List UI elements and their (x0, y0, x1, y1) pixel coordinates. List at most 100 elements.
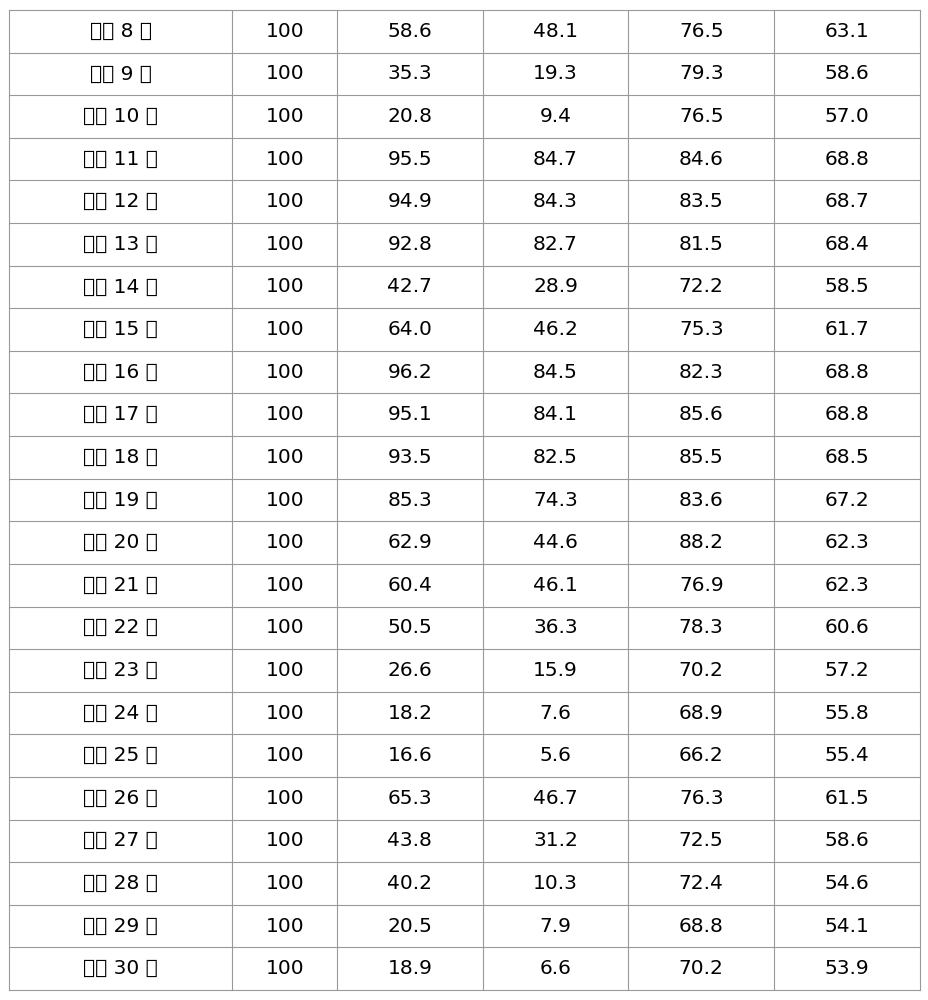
Text: 76.5: 76.5 (678, 107, 723, 126)
Text: 62.3: 62.3 (824, 533, 869, 552)
Text: 93.5: 93.5 (387, 448, 432, 467)
Text: 31.2: 31.2 (533, 831, 577, 850)
Text: 66.2: 66.2 (678, 746, 723, 765)
Text: 46.1: 46.1 (533, 576, 577, 595)
Text: 100: 100 (265, 661, 303, 680)
Text: 85.5: 85.5 (678, 448, 723, 467)
Text: 40.2: 40.2 (387, 874, 432, 893)
Text: 19.3: 19.3 (533, 64, 577, 83)
Text: 100: 100 (265, 277, 303, 296)
Text: 48.1: 48.1 (533, 22, 577, 41)
Text: 64.0: 64.0 (387, 320, 432, 339)
Text: 79.3: 79.3 (678, 64, 723, 83)
Text: 100: 100 (265, 64, 303, 83)
Text: 混剪 22 号: 混剪 22 号 (84, 618, 158, 637)
Text: 63.1: 63.1 (824, 22, 869, 41)
Text: 100: 100 (265, 789, 303, 808)
Text: 68.4: 68.4 (823, 235, 869, 254)
Text: 58.5: 58.5 (824, 277, 869, 296)
Text: 混剪 30 号: 混剪 30 号 (84, 959, 158, 978)
Text: 68.8: 68.8 (823, 363, 869, 382)
Text: 混剪 14 号: 混剪 14 号 (84, 277, 158, 296)
Text: 82.3: 82.3 (678, 363, 723, 382)
Text: 84.3: 84.3 (533, 192, 577, 211)
Text: 100: 100 (265, 831, 303, 850)
Text: 100: 100 (265, 320, 303, 339)
Text: 82.7: 82.7 (533, 235, 577, 254)
Text: 60.6: 60.6 (824, 618, 869, 637)
Text: 100: 100 (265, 618, 303, 637)
Text: 76.3: 76.3 (678, 789, 723, 808)
Text: 50.5: 50.5 (387, 618, 432, 637)
Text: 43.8: 43.8 (387, 831, 432, 850)
Text: 100: 100 (265, 704, 303, 723)
Text: 96.2: 96.2 (387, 363, 432, 382)
Text: 混剪 24 号: 混剪 24 号 (84, 704, 158, 723)
Text: 61.7: 61.7 (824, 320, 869, 339)
Text: 94.9: 94.9 (387, 192, 432, 211)
Text: 85.3: 85.3 (387, 490, 432, 510)
Text: 混剪 11 号: 混剪 11 号 (84, 150, 158, 169)
Text: 84.6: 84.6 (678, 150, 723, 169)
Text: 58.6: 58.6 (387, 22, 432, 41)
Text: 混剪 28 号: 混剪 28 号 (84, 874, 158, 893)
Text: 100: 100 (265, 746, 303, 765)
Text: 100: 100 (265, 959, 303, 978)
Text: 混剪 20 号: 混剪 20 号 (84, 533, 158, 552)
Text: 57.2: 57.2 (824, 661, 869, 680)
Text: 53.9: 53.9 (824, 959, 869, 978)
Text: 100: 100 (265, 235, 303, 254)
Text: 100: 100 (265, 405, 303, 424)
Text: 混剪 26 号: 混剪 26 号 (84, 789, 158, 808)
Text: 70.2: 70.2 (678, 959, 723, 978)
Text: 35.3: 35.3 (387, 64, 432, 83)
Text: 100: 100 (265, 917, 303, 936)
Text: 36.3: 36.3 (533, 618, 577, 637)
Text: 60.4: 60.4 (387, 576, 432, 595)
Text: 100: 100 (265, 22, 303, 41)
Text: 46.2: 46.2 (533, 320, 577, 339)
Text: 54.6: 54.6 (824, 874, 869, 893)
Text: 混剪 12 号: 混剪 12 号 (84, 192, 158, 211)
Text: 61.5: 61.5 (824, 789, 869, 808)
Text: 混剪 13 号: 混剪 13 号 (84, 235, 158, 254)
Text: 混剪 16 号: 混剪 16 号 (84, 363, 158, 382)
Text: 85.6: 85.6 (678, 405, 723, 424)
Text: 44.6: 44.6 (533, 533, 577, 552)
Text: 54.1: 54.1 (823, 917, 869, 936)
Text: 混剪 10 号: 混剪 10 号 (84, 107, 158, 126)
Text: 88.2: 88.2 (678, 533, 723, 552)
Text: 76.5: 76.5 (678, 22, 723, 41)
Text: 84.7: 84.7 (533, 150, 577, 169)
Text: 16.6: 16.6 (387, 746, 432, 765)
Text: 26.6: 26.6 (387, 661, 432, 680)
Text: 15.9: 15.9 (533, 661, 577, 680)
Text: 混剪 19 号: 混剪 19 号 (84, 490, 158, 510)
Text: 92.8: 92.8 (387, 235, 432, 254)
Text: 混剪 25 号: 混剪 25 号 (84, 746, 158, 765)
Text: 混剪 23 号: 混剪 23 号 (84, 661, 158, 680)
Text: 9.4: 9.4 (539, 107, 571, 126)
Text: 75.3: 75.3 (678, 320, 723, 339)
Text: 混剪 27 号: 混剪 27 号 (84, 831, 158, 850)
Text: 68.5: 68.5 (824, 448, 869, 467)
Text: 58.6: 58.6 (824, 64, 869, 83)
Text: 70.2: 70.2 (678, 661, 723, 680)
Text: 100: 100 (265, 533, 303, 552)
Text: 67.2: 67.2 (824, 490, 869, 510)
Text: 84.5: 84.5 (533, 363, 577, 382)
Text: 混剪 18 号: 混剪 18 号 (84, 448, 158, 467)
Text: 100: 100 (265, 448, 303, 467)
Text: 18.2: 18.2 (387, 704, 432, 723)
Text: 57.0: 57.0 (824, 107, 869, 126)
Text: 68.9: 68.9 (678, 704, 723, 723)
Text: 68.8: 68.8 (823, 405, 869, 424)
Text: 95.1: 95.1 (387, 405, 432, 424)
Text: 55.8: 55.8 (824, 704, 869, 723)
Text: 62.9: 62.9 (387, 533, 432, 552)
Text: 100: 100 (265, 490, 303, 510)
Text: 46.7: 46.7 (533, 789, 577, 808)
Text: 6.6: 6.6 (539, 959, 571, 978)
Text: 20.5: 20.5 (387, 917, 432, 936)
Text: 100: 100 (265, 107, 303, 126)
